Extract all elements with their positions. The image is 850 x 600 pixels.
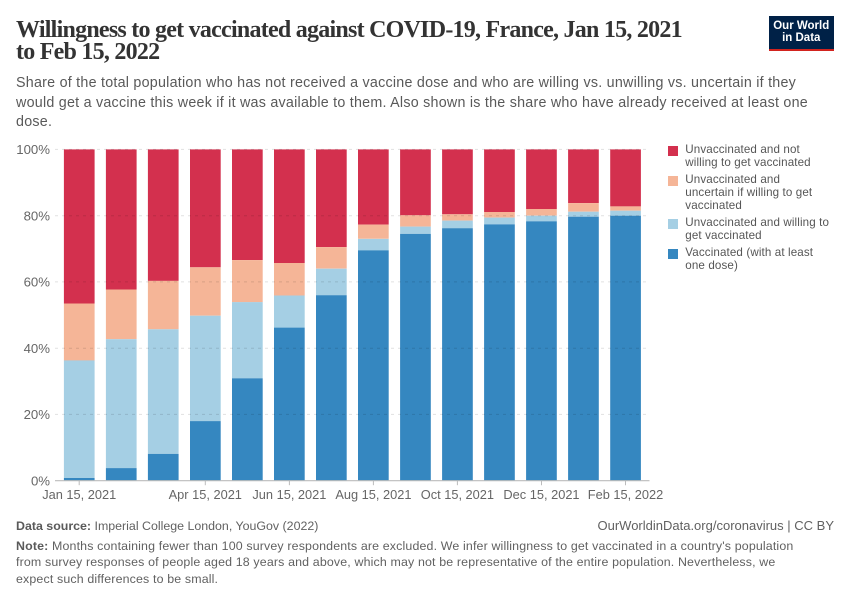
svg-text:40%: 40% [24,341,51,356]
svg-text:Jun 15, 2021: Jun 15, 2021 [252,487,326,502]
svg-text:Dec 15, 2021: Dec 15, 2021 [503,487,579,502]
svg-text:Jan 15, 2021: Jan 15, 2021 [42,487,116,502]
svg-text:Aug 15, 2021: Aug 15, 2021 [335,487,411,502]
svg-text:20%: 20% [24,407,51,422]
svg-text:Oct 15, 2021: Oct 15, 2021 [421,487,494,502]
svg-text:80%: 80% [24,208,51,223]
svg-text:Feb 15, 2022: Feb 15, 2022 [588,487,663,502]
svg-text:60%: 60% [24,275,51,290]
svg-text:100%: 100% [16,142,50,157]
svg-text:0%: 0% [31,473,50,488]
svg-text:Apr 15, 2021: Apr 15, 2021 [169,487,242,502]
